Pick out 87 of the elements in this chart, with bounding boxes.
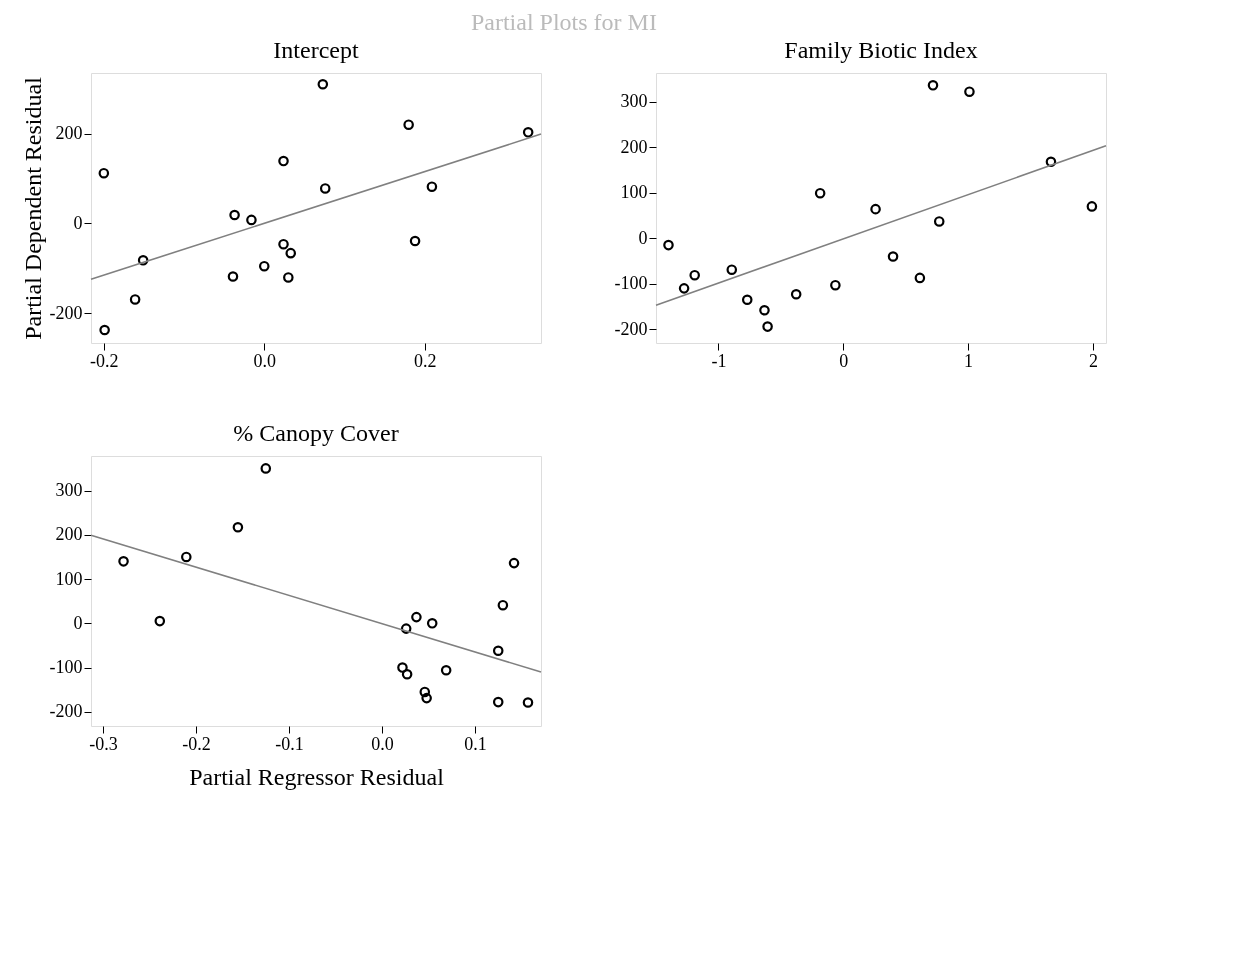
point [154, 615, 166, 627]
chart-title: Family Biotic Index [784, 37, 978, 63]
point [689, 269, 700, 281]
point [678, 283, 690, 294]
y-tick-label: -100 [614, 273, 648, 294]
y-tick-label: -200 [49, 302, 83, 323]
point [762, 321, 773, 332]
point [129, 294, 141, 305]
x-tick-label: 2 [1088, 350, 1098, 371]
y-tick-label: 300 [55, 480, 83, 501]
point [522, 127, 534, 138]
point [964, 86, 975, 97]
point [914, 272, 926, 284]
point [492, 645, 504, 657]
point [258, 260, 270, 272]
point [99, 324, 110, 336]
point [663, 239, 674, 251]
chart-title: Intercept [273, 37, 359, 63]
y-axis-title: Partial Dependent Residual [19, 76, 46, 340]
point [260, 463, 272, 474]
point [497, 599, 509, 611]
point [830, 279, 841, 291]
point [319, 183, 331, 194]
point [246, 214, 257, 226]
point [403, 119, 414, 130]
point [440, 664, 452, 676]
point [229, 209, 240, 221]
point [409, 235, 421, 247]
text: Partial Plots for MI [470, 8, 657, 35]
point [1086, 201, 1098, 212]
point [927, 80, 939, 91]
y-tick-label: -200 [49, 701, 83, 722]
point [400, 623, 412, 634]
x-tick-label: -0.2 [90, 350, 119, 371]
y-tick-label: 200 [620, 136, 648, 157]
point [508, 557, 520, 569]
point [397, 662, 408, 673]
point [227, 271, 239, 282]
point [741, 294, 753, 306]
point [726, 264, 738, 275]
x-tick-label: -0.2 [182, 733, 211, 754]
point [317, 78, 329, 90]
point [118, 556, 129, 567]
point [401, 668, 413, 680]
point [278, 155, 289, 167]
point [137, 255, 149, 266]
point [426, 618, 438, 629]
point [419, 686, 431, 698]
point [1045, 156, 1057, 168]
y-tick-label: 200 [55, 524, 83, 545]
x-tick-label: -1 [711, 350, 727, 371]
point [870, 203, 881, 215]
x-tick-label: 0.0 [253, 350, 277, 371]
point [933, 216, 945, 227]
y-tick-label: 0 [73, 612, 83, 633]
point [278, 238, 289, 250]
y-tick-label: 0 [638, 227, 648, 248]
x-tick-label: 1 [964, 350, 974, 371]
point [181, 551, 192, 563]
x-tick-label: -0.3 [89, 733, 118, 754]
y-tick-label: -100 [49, 657, 83, 678]
point [411, 611, 422, 623]
x-tick-label: 0.1 [464, 733, 487, 754]
point [98, 167, 110, 179]
y-tick-label: 100 [620, 182, 648, 203]
point [522, 697, 534, 708]
x-tick-label: 0.2 [413, 350, 437, 371]
point [285, 247, 297, 259]
chart-title: % Canopy Cover [233, 420, 399, 446]
x-tick-label: 0 [839, 350, 849, 371]
y-tick-label: -200 [614, 318, 648, 339]
point [232, 521, 244, 533]
point [759, 304, 770, 316]
point [426, 181, 438, 192]
x-axis-title: Partial Regressor Residual [189, 763, 445, 790]
point [790, 289, 802, 300]
x-tick-label: 0.0 [371, 733, 394, 754]
point [492, 696, 504, 708]
y-tick-label: 0 [73, 213, 83, 233]
point [421, 692, 432, 704]
x-tick-label: -0.1 [275, 733, 304, 754]
y-tick-label: 100 [55, 568, 83, 589]
point [887, 251, 899, 262]
point [814, 187, 826, 199]
point [283, 272, 294, 283]
y-tick-label: 200 [55, 123, 83, 144]
y-tick-label: 300 [620, 91, 648, 112]
